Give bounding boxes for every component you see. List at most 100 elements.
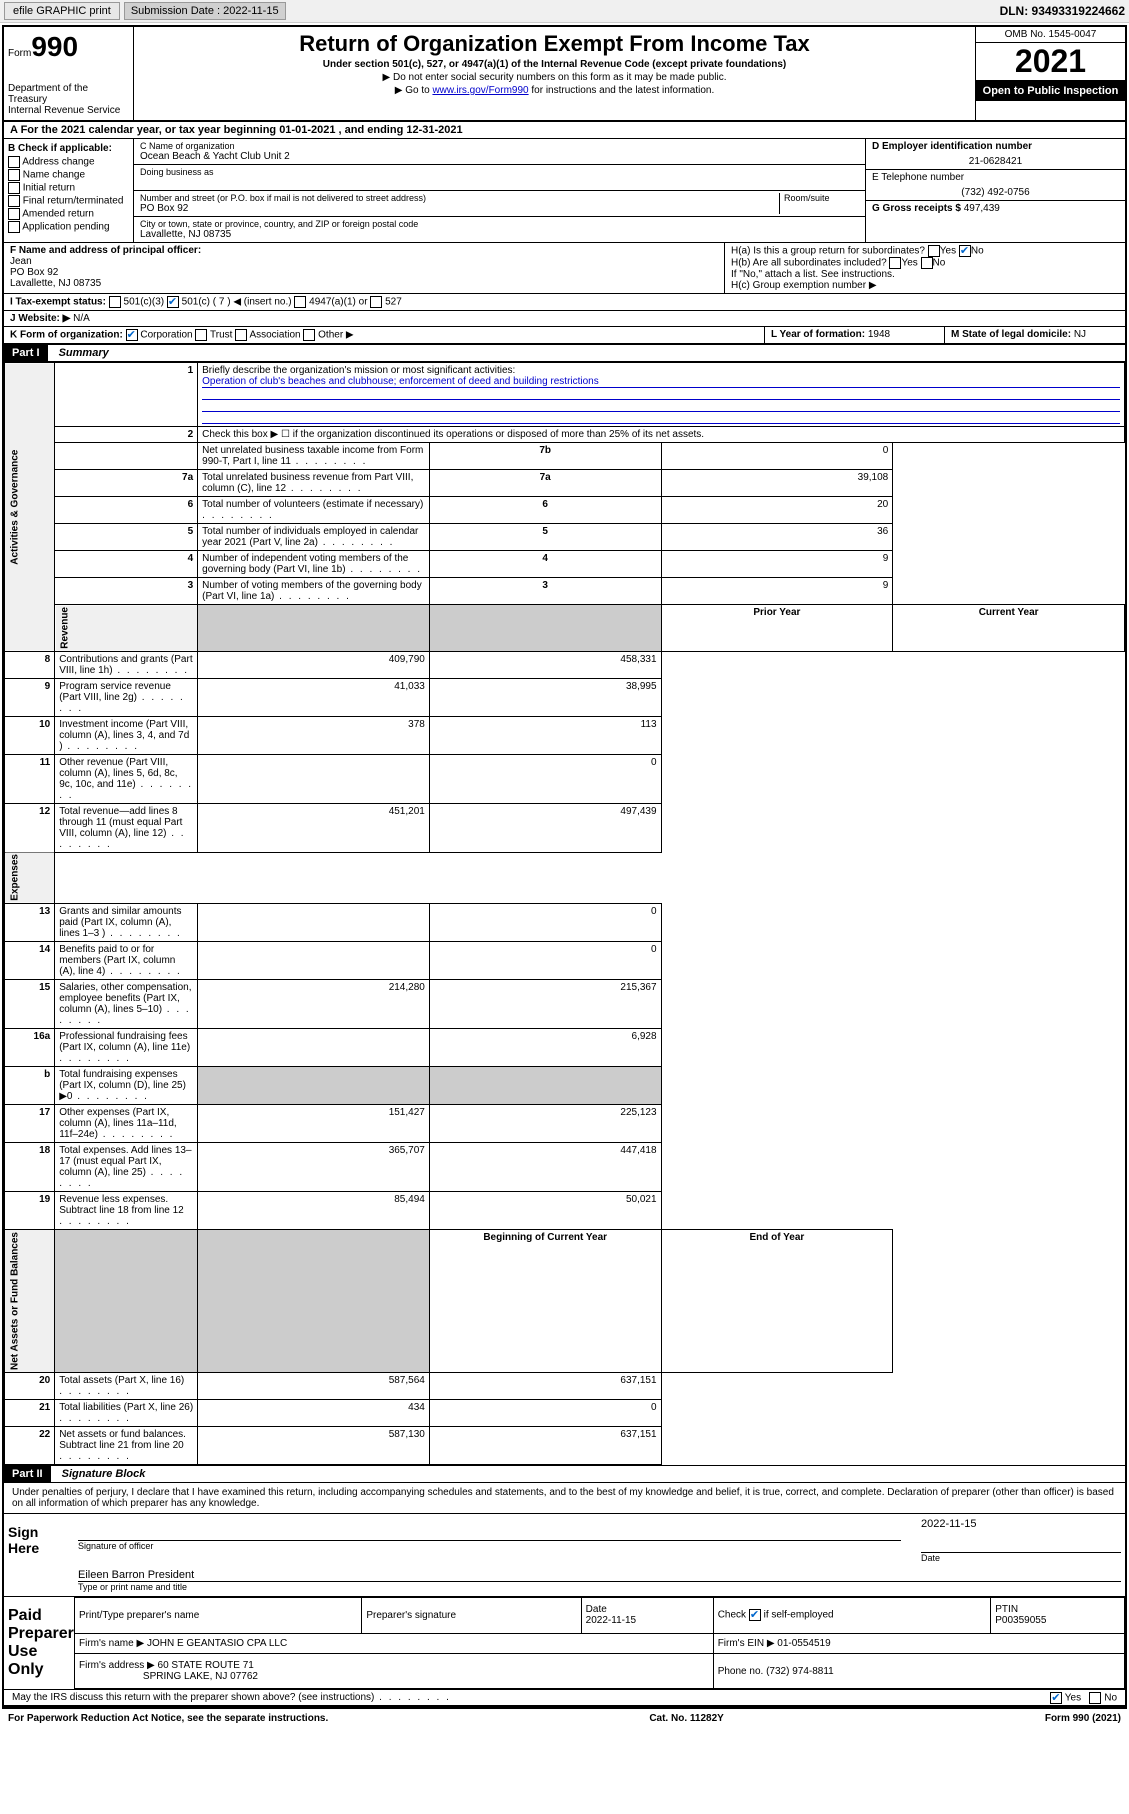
side-netassets: Net Assets or Fund Balances xyxy=(5,1230,55,1373)
chk-assoc[interactable]: Association xyxy=(249,330,300,341)
ha-label: H(a) Is this a group return for subordin… xyxy=(731,246,925,257)
line-1-num: 1 xyxy=(55,363,198,427)
goto-note: ▶ Go to www.irs.gov/Form990 for instruct… xyxy=(142,85,967,96)
chk-final-return[interactable]: Final return/terminated xyxy=(8,195,129,207)
efile-button[interactable]: efile GRAPHIC print xyxy=(4,2,120,20)
ptin-lbl: PTIN xyxy=(995,1604,1018,1615)
section-l: L Year of formation: 1948 xyxy=(765,327,945,343)
dln-label: DLN: 93493319224662 xyxy=(1000,4,1125,18)
omb-number: OMB No. 1545-0047 xyxy=(976,27,1125,43)
hb-label: H(b) Are all subordinates included? xyxy=(731,258,887,269)
gov-row: 3Number of voting members of the governi… xyxy=(5,578,1125,605)
form-id-block: Form990 Department of the Treasury Inter… xyxy=(4,27,134,120)
discuss-text: May the IRS discuss this return with the… xyxy=(12,1692,451,1703)
city-label: City or town, state or province, country… xyxy=(140,219,859,229)
chk-4947[interactable]: 4947(a)(1) or xyxy=(309,297,367,308)
q1-text: Briefly describe the organization's miss… xyxy=(202,365,515,376)
exp-row: 15Salaries, other compensation, employee… xyxy=(5,980,1125,1029)
tel-value: (732) 492-0756 xyxy=(872,187,1119,198)
section-h: H(a) Is this a group return for subordin… xyxy=(725,243,1125,293)
firm-name: JOHN E GEANTASIO CPA LLC xyxy=(147,1638,287,1649)
goto-post: for instructions and the latest informat… xyxy=(529,85,715,96)
rev-row: 9Program service revenue (Part VIII, lin… xyxy=(5,678,1125,716)
chk-527[interactable]: 527 xyxy=(385,297,402,308)
form-subtitle: Under section 501(c), 527, or 4947(a)(1)… xyxy=(142,59,967,70)
addr-label: Number and street (or P.O. box if mail i… xyxy=(140,193,779,203)
part2-title: Signature Block xyxy=(54,1466,154,1482)
chk-name-change[interactable]: Name change xyxy=(8,169,129,181)
part2-badge: Part II xyxy=(4,1466,51,1482)
chk-application-pending[interactable]: Application pending xyxy=(8,221,129,233)
c-name-label: C Name of organization xyxy=(140,141,859,151)
website-value: N/A xyxy=(73,313,90,324)
sig-officer-label: Signature of officer xyxy=(78,1541,901,1551)
hdr-prior-year: Prior Year xyxy=(661,605,893,652)
irs-label: Internal Revenue Service xyxy=(8,105,129,116)
exp-row: 13Grants and similar amounts paid (Part … xyxy=(5,904,1125,942)
gov-row: 6Total number of volunteers (estimate if… xyxy=(5,497,1125,524)
chk-corp[interactable]: Corporation xyxy=(140,330,192,341)
gov-row: 5Total number of individuals employed in… xyxy=(5,524,1125,551)
gov-row: 7aTotal unrelated business revenue from … xyxy=(5,470,1125,497)
gov-row: Net unrelated business taxable income fr… xyxy=(5,443,1125,470)
officer-printed-name: Eileen Barron President xyxy=(78,1569,1121,1581)
section-c: C Name of organization Ocean Beach & Yac… xyxy=(134,139,865,242)
ein-value: 21-0628421 xyxy=(872,156,1119,167)
firm-addr1: 60 STATE ROUTE 71 xyxy=(158,1660,254,1671)
paid-preparer-label: Paid Preparer Use Only xyxy=(4,1597,74,1689)
hdr-end-year: End of Year xyxy=(661,1230,893,1373)
part1-header: Part I Summary xyxy=(4,344,1125,362)
net-row: 22Net assets or fund balances. Subtract … xyxy=(5,1427,1125,1465)
toolbar: efile GRAPHIC print Submission Date : 20… xyxy=(0,0,1129,23)
exp-row: bTotal fundraising expenses (Part IX, co… xyxy=(5,1067,1125,1105)
net-row: 20Total assets (Part X, line 16)587,5646… xyxy=(5,1373,1125,1400)
k-label: K Form of organization: xyxy=(10,330,123,341)
state-domicile: NJ xyxy=(1074,329,1086,340)
gross-label: G Gross receipts $ xyxy=(872,203,961,214)
chk-501c3[interactable]: 501(c)(3) xyxy=(124,297,165,308)
firm-name-lbl: Firm's name ▶ xyxy=(79,1638,144,1649)
chk-501c[interactable]: 501(c) ( 7 ) ◀ (insert no.) xyxy=(182,297,292,308)
exp-row: 18Total expenses. Add lines 13–17 (must … xyxy=(5,1143,1125,1192)
side-governance: Activities & Governance xyxy=(5,363,55,652)
footer-left: For Paperwork Reduction Act Notice, see … xyxy=(8,1713,328,1724)
chk-other[interactable]: Other ▶ xyxy=(318,330,353,341)
m-label: M State of legal domicile: xyxy=(951,329,1071,340)
chk-initial-return[interactable]: Initial return xyxy=(8,182,129,194)
chk-address-change[interactable]: Address change xyxy=(8,156,129,168)
firm-ein-lbl: Firm's EIN ▶ xyxy=(718,1638,775,1649)
discuss-row: May the IRS discuss this return with the… xyxy=(4,1690,1125,1707)
form-990: Form990 Department of the Treasury Inter… xyxy=(2,25,1127,1709)
hdr-current-year: Current Year xyxy=(893,605,1125,652)
org-address: PO Box 92 xyxy=(140,203,779,214)
ssn-note: ▶ Do not enter social security numbers o… xyxy=(142,72,967,83)
preparer-table: Print/Type preparer's name Preparer's si… xyxy=(74,1597,1125,1689)
submission-date: Submission Date : 2022-11-15 xyxy=(124,2,286,20)
room-label: Room/suite xyxy=(784,193,859,203)
officer-addr1: PO Box 92 xyxy=(10,267,718,278)
line-2-num: 2 xyxy=(55,427,198,443)
prep-name-hdr: Print/Type preparer's name xyxy=(75,1598,362,1633)
j-label: J Website: ▶ xyxy=(10,313,70,324)
sig-date-label: Date xyxy=(921,1553,1121,1563)
summary-table: Activities & Governance 1 Briefly descri… xyxy=(4,362,1125,1465)
section-b: B Check if applicable: Address change Na… xyxy=(4,139,134,242)
tax-year: 2021 xyxy=(976,43,1125,81)
rev-row: 11Other revenue (Part VIII, column (A), … xyxy=(5,754,1125,803)
chk-amended[interactable]: Amended return xyxy=(8,208,129,220)
rev-row: 10Investment income (Part VIII, column (… xyxy=(5,716,1125,754)
gross-value: 497,439 xyxy=(964,203,1000,214)
form990-link[interactable]: www.irs.gov/Form990 xyxy=(432,85,528,96)
form-title: Return of Organization Exempt From Incom… xyxy=(142,31,967,57)
section-f: F Name and address of principal officer:… xyxy=(4,243,725,293)
exp-row: 16aProfessional fundraising fees (Part I… xyxy=(5,1029,1125,1067)
section-i: I Tax-exempt status: 501(c)(3) 501(c) ( … xyxy=(4,294,1125,310)
gov-row: 4Number of independent voting members of… xyxy=(5,551,1125,578)
exp-row: 14Benefits paid to or for members (Part … xyxy=(5,942,1125,980)
chk-trust[interactable]: Trust xyxy=(210,330,232,341)
officer-addr2: Lavallette, NJ 08735 xyxy=(10,278,718,289)
sig-date: 2022-11-15 xyxy=(921,1518,1121,1530)
officer-name: Jean xyxy=(10,256,718,267)
footer-cat: Cat. No. 11282Y xyxy=(649,1713,723,1724)
side-revenue: Revenue xyxy=(55,605,198,652)
